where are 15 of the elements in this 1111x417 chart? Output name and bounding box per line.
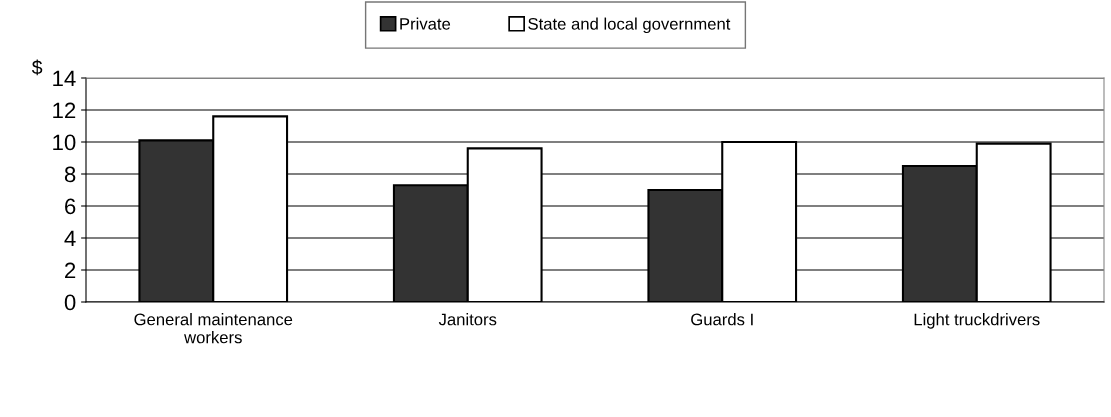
y-tick-label: 0: [64, 294, 76, 311]
x-tick-label: Janitors: [438, 313, 497, 326]
y-tick-label: 14: [53, 70, 76, 87]
y-tick-label: 8: [64, 166, 76, 183]
x-tick-label: Guards I: [691, 313, 753, 326]
legend-label: State and local government: [528, 17, 731, 34]
y-tick-label: 12: [53, 102, 76, 119]
y-tick-label: 10: [53, 134, 76, 151]
y-tick-label: 2: [65, 262, 76, 279]
y-axis-title: $: [31, 59, 43, 76]
x-tick-label: General maintenance workers: [134, 313, 293, 344]
y-tick-label: 4: [64, 230, 76, 247]
legend-label: Private: [400, 17, 451, 30]
y-tick-label: 6: [65, 198, 76, 215]
x-tick-label: Light truckdrivers: [914, 313, 1040, 329]
